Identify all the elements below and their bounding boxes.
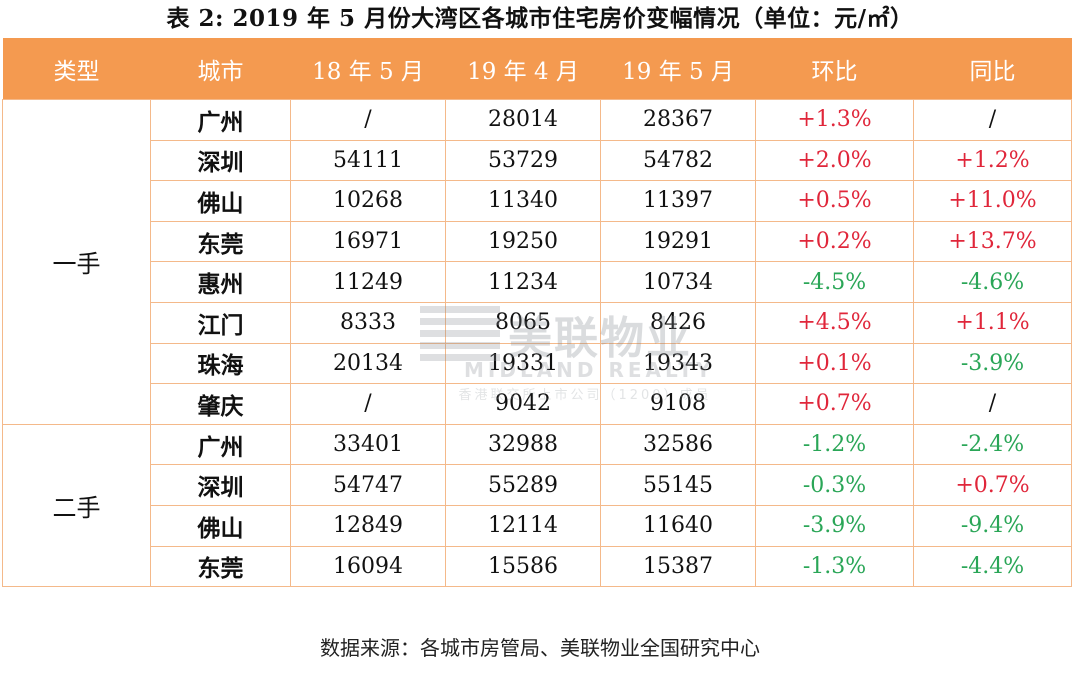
yoy-cell: +1.1% [913, 301, 1072, 344]
header-row: 类型 城市 18 年 5 月 19 年 4 月 19 年 5 月 环比 同比 [2, 38, 1072, 100]
header-mom: 环比 [755, 38, 914, 100]
header-yoy: 同比 [913, 38, 1072, 100]
mom-cell: +0.5% [755, 180, 914, 222]
m1805-cell: 54111 [290, 139, 446, 182]
yoy-cell: -4.4% [913, 545, 1072, 588]
table-body: 一手 广州/28014 28367 +1.3% / 深圳 54111 53729 54782 +2… [2, 99, 1072, 588]
table-row: 珠海 20134 19331 19343 +0.1% -3.9% [3, 342, 1072, 385]
mom-cell: +0.2% [755, 220, 914, 263]
header-1905: 19 年 5 月 [600, 38, 756, 100]
city-cell: 东莞 [150, 220, 291, 263]
data-source: 数据来源：各城市房管局、美联物业全国研究中心 [320, 636, 760, 660]
city-cell: 东莞 [150, 545, 291, 588]
m1805-cell: 8333 [290, 301, 446, 344]
m1904-cell: 55289 [445, 464, 601, 506]
m1904-cell: 32988 [445, 423, 601, 466]
mom-cell: -1.3% [755, 545, 914, 588]
city-cell: 广州 [150, 423, 291, 466]
m1905-cell: 9108 [600, 383, 756, 425]
mom-cell: -1.2% [755, 423, 914, 466]
city-cell: 佛山 [150, 504, 291, 547]
m1904-cell: 28014 [445, 99, 601, 141]
table-row: 肇庆/9042 9108 +0.7% / [3, 383, 1072, 425]
m1905-cell: 11397 [600, 180, 756, 222]
m1805-cell: 11249 [290, 261, 446, 303]
table-row: 深圳 54111 53729 54782 +2.0% +1.2% [3, 139, 1072, 182]
city-cell: 江门 [150, 301, 291, 344]
m1805-cell: 16971 [290, 220, 446, 263]
header-1805: 18 年 5 月 [290, 38, 446, 100]
mom-cell: +0.7% [755, 383, 914, 425]
m1805-cell: 20134 [290, 342, 446, 385]
city-cell: 肇庆 [150, 383, 291, 425]
yoy-cell: +11.0% [913, 180, 1072, 222]
table-row: 东莞 16971 19250 19291 +0.2% +13.7% [3, 220, 1072, 263]
type-cell: 一手 [2, 99, 151, 425]
m1805-cell: / [290, 383, 446, 425]
m1805-cell: 16094 [290, 545, 446, 588]
city-cell: 佛山 [150, 180, 291, 222]
m1905-cell: 11640 [600, 504, 756, 547]
m1904-cell: 15586 [445, 545, 601, 588]
table-row: 深圳 54747 55289 55145 -0.3% +0.7% [3, 464, 1072, 506]
m1905-cell: 19343 [600, 342, 756, 385]
header-city: 城市 [150, 38, 291, 100]
yoy-cell: / [913, 99, 1072, 141]
mom-cell: +0.1% [755, 342, 914, 385]
table-title: 表 2: 2019 年 5 月份大湾区各城市住宅房价变幅情况（单位：元/㎡） [166, 5, 914, 32]
mom-cell: +2.0% [755, 139, 914, 182]
table-row: 佛山 10268 11340 11397 +0.5% +11.0% [3, 180, 1072, 222]
yoy-cell: -3.9% [913, 342, 1072, 385]
mom-cell: -4.5% [755, 261, 914, 303]
m1905-cell: 55145 [600, 464, 756, 506]
m1905-cell: 15387 [600, 545, 756, 588]
m1904-cell: 9042 [445, 383, 601, 425]
mom-cell: +4.5% [755, 301, 914, 344]
city-cell: 惠州 [150, 261, 291, 303]
m1805-cell: 33401 [290, 423, 446, 466]
city-cell: 深圳 [150, 464, 291, 506]
m1905-cell: 32586 [600, 423, 756, 466]
mom-cell: +1.3% [755, 99, 914, 141]
m1904-cell: 12114 [445, 504, 601, 547]
table-row: 东莞 16094 15586 15387 -1.3% -4.4% [3, 545, 1072, 588]
city-cell: 广州 [150, 99, 291, 141]
mom-cell: -0.3% [755, 464, 914, 506]
m1805-cell: 12849 [290, 504, 446, 547]
yoy-cell: +13.7% [913, 220, 1072, 263]
header-type: 类型 [2, 38, 151, 100]
table-row: 二手 广州 33401 32988 32586 -1.2% -2.4% [2, 423, 1072, 588]
table-row: 惠州 11249 11234 10734 -4.5% -4.6% [3, 261, 1072, 303]
m1805-cell: 54747 [290, 464, 446, 506]
m1905-cell: 28367 [600, 99, 756, 141]
yoy-cell: -4.6% [913, 261, 1072, 303]
m1904-cell: 11234 [445, 261, 601, 303]
m1905-cell: 10734 [600, 261, 756, 303]
m1904-cell: 19250 [445, 220, 601, 263]
table-row: 佛山 12849 12114 11640 -3.9% -9.4% [3, 504, 1072, 547]
city-cell: 珠海 [150, 342, 291, 385]
yoy-cell: +0.7% [913, 464, 1072, 506]
yoy-cell: +1.2% [913, 139, 1072, 182]
m1905-cell: 54782 [600, 139, 756, 182]
m1904-cell: 11340 [445, 180, 601, 222]
m1805-cell: 10268 [290, 180, 446, 222]
yoy-cell: / [913, 383, 1072, 425]
type-cell: 二手 [2, 423, 151, 588]
header-1904: 19 年 4 月 [445, 38, 601, 100]
yoy-cell: -9.4% [913, 504, 1072, 547]
m1905-cell: 8426 [600, 301, 756, 344]
city-cell: 深圳 [150, 139, 291, 182]
yoy-cell: -2.4% [913, 423, 1072, 466]
mom-cell: -3.9% [755, 504, 914, 547]
m1905-cell: 19291 [600, 220, 756, 263]
table-row: 江门 8333 8065 8426 +4.5% +1.1% [3, 301, 1072, 344]
m1904-cell: 53729 [445, 139, 601, 182]
price-table: 类型 城市 18 年 5 月 19 年 4 月 19 年 5 月 环比 同比 一… [2, 38, 1072, 588]
m1904-cell: 8065 [445, 301, 601, 344]
table-row: 一手 广州/28014 28367 +1.3% / [2, 99, 1072, 425]
m1904-cell: 19331 [445, 342, 601, 385]
m1805-cell: / [290, 99, 446, 141]
